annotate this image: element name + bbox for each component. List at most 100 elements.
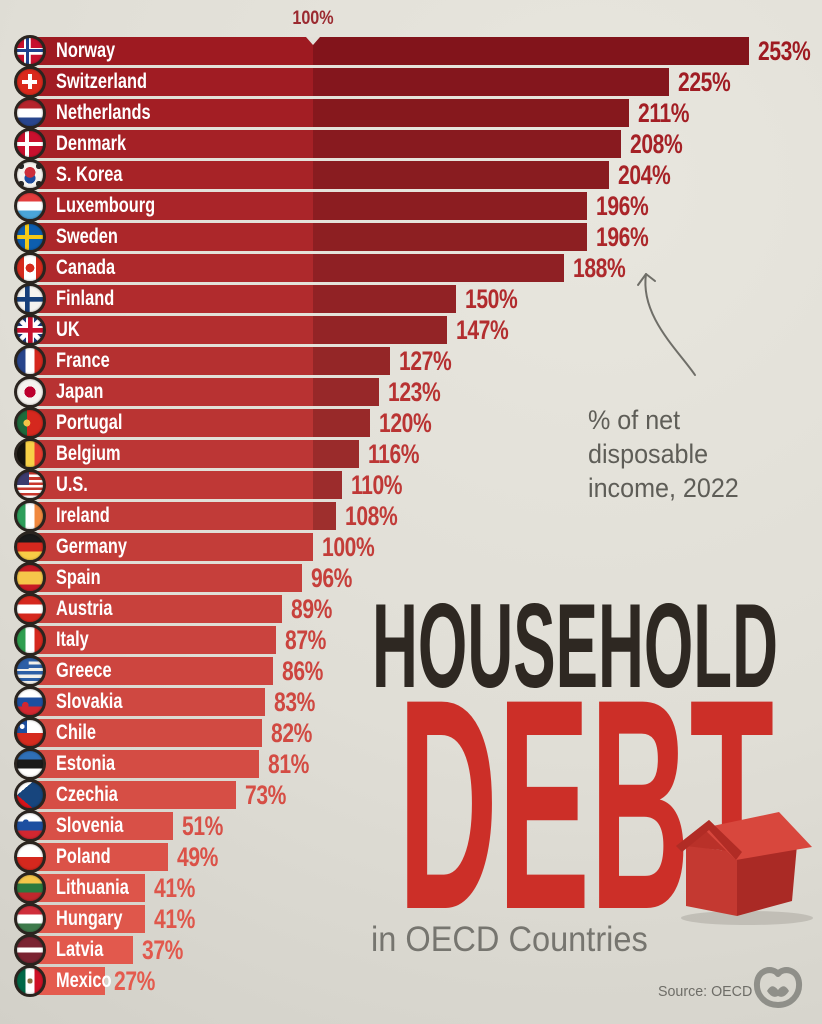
bar-row-belgium: Belgium 116% xyxy=(0,438,822,470)
value-label: 204% xyxy=(618,160,671,190)
value-label: 196% xyxy=(596,191,649,221)
country-label: Switzerland xyxy=(56,70,148,93)
country-label: Japan xyxy=(56,380,104,403)
flag-japan-icon xyxy=(14,376,46,408)
annotation-line2: income, 2022 xyxy=(588,473,739,503)
bar-row-sweden: Sweden 196% xyxy=(0,221,822,253)
country-label: Czechia xyxy=(56,783,118,806)
country-label: Ireland xyxy=(56,504,110,527)
value-label: 82% xyxy=(271,718,312,748)
flag-switzerland-icon xyxy=(14,66,46,98)
value-label: 41% xyxy=(154,904,195,934)
country-label: Hungary xyxy=(56,907,123,930)
bar-chile xyxy=(28,719,262,747)
flag-slovakia-icon xyxy=(14,686,46,718)
bar-estonia xyxy=(28,750,259,778)
value-label: 87% xyxy=(285,625,326,655)
bar-uk xyxy=(28,316,447,344)
country-label: Netherlands xyxy=(56,101,151,124)
visual-capitalist-logo-icon xyxy=(753,967,803,1008)
bar-u-s xyxy=(28,471,342,499)
flag-germany-icon xyxy=(14,531,46,563)
country-label: Finland xyxy=(56,287,115,310)
bar-sweden xyxy=(28,223,587,251)
over-100-shade xyxy=(313,192,587,220)
country-label: Italy xyxy=(56,628,89,651)
over-100-shade xyxy=(313,378,379,406)
country-label: Luxembourg xyxy=(56,194,156,217)
value-label: 83% xyxy=(274,687,315,717)
over-100-shade xyxy=(313,254,564,282)
country-label: S. Korea xyxy=(56,163,123,186)
annotation: % of net disposable income, 2022 xyxy=(588,403,806,505)
bar-row-germany: Germany 100% xyxy=(0,531,822,563)
country-label: France xyxy=(56,349,110,372)
annotation-arrow-icon xyxy=(637,273,696,376)
flag-france-icon xyxy=(14,345,46,377)
bar-spain xyxy=(28,564,302,592)
bar-row-mexico: Mexico 27% xyxy=(0,965,822,997)
bar-canada xyxy=(28,254,564,282)
bar-ireland xyxy=(28,502,336,530)
bar-row-luxembourg: Luxembourg 196% xyxy=(0,190,822,222)
value-label: 73% xyxy=(245,780,286,810)
flag-netherlands-icon xyxy=(14,97,46,129)
value-label: 127% xyxy=(399,346,452,376)
house-icon xyxy=(676,812,813,925)
flag-finland-icon xyxy=(14,283,46,315)
bar-row-austria: Austria 89% xyxy=(0,593,822,625)
bar-row-chile: Chile 82% xyxy=(0,717,822,749)
bar-greece xyxy=(28,657,273,685)
value-label: 188% xyxy=(573,253,626,283)
bar-row-ireland: Ireland 108% xyxy=(0,500,822,532)
bar-row-norway: Norway 253% xyxy=(0,35,822,67)
flag-s-korea-icon xyxy=(14,159,46,191)
value-label: 100% xyxy=(322,532,375,562)
country-label: Sweden xyxy=(56,225,118,248)
bar-row-czechia: Czechia 73% xyxy=(0,779,822,811)
over-100-shade xyxy=(313,99,629,127)
value-label: 150% xyxy=(465,284,518,314)
bar-row-hungary: Hungary 41% xyxy=(0,903,822,935)
value-label: 86% xyxy=(282,656,323,686)
over-100-shade xyxy=(313,471,342,499)
bar-row-denmark: Denmark 208% xyxy=(0,128,822,160)
value-label: 208% xyxy=(630,129,683,159)
bar-denmark xyxy=(28,130,621,158)
bar-row-switzerland: Switzerland 225% xyxy=(0,66,822,98)
value-label: 116% xyxy=(368,439,420,469)
bar-row-lithuania: Lithuania 41% xyxy=(0,872,822,904)
flag-u-s-icon xyxy=(14,469,46,501)
value-label: 96% xyxy=(311,563,352,593)
over-100-shade xyxy=(313,347,390,375)
value-label: 110% xyxy=(351,470,403,500)
bar-slovakia xyxy=(28,688,265,716)
bar-czechia xyxy=(28,781,236,809)
bar-luxembourg xyxy=(28,192,587,220)
country-label: Canada xyxy=(56,256,116,279)
bar-switzerland xyxy=(28,68,669,96)
flag-estonia-icon xyxy=(14,748,46,780)
bar-row-france: France 127% xyxy=(0,345,822,377)
flag-mexico-icon xyxy=(14,965,46,997)
value-label: 196% xyxy=(596,222,649,252)
bar-netherlands xyxy=(28,99,629,127)
bar-row-finland: Finland 150% xyxy=(0,283,822,315)
bar-row-slovenia: Slovenia 51% xyxy=(0,810,822,842)
value-label: 120% xyxy=(379,408,432,438)
flag-norway-icon xyxy=(14,35,46,67)
flag-czechia-icon xyxy=(14,779,46,811)
value-label: 41% xyxy=(154,873,195,903)
over-100-shade xyxy=(313,223,587,251)
bar-portugal xyxy=(28,409,370,437)
bar-row-poland: Poland 49% xyxy=(0,841,822,873)
over-100-shade xyxy=(313,316,447,344)
title-household: HOUSEHOLD xyxy=(372,588,778,713)
bar-belgium xyxy=(28,440,359,468)
country-label: Latvia xyxy=(56,938,104,961)
bar-row-uk: UK 147% xyxy=(0,314,822,346)
value-label: 27% xyxy=(114,966,155,996)
flag-latvia-icon xyxy=(14,934,46,966)
country-label: Poland xyxy=(56,845,111,868)
